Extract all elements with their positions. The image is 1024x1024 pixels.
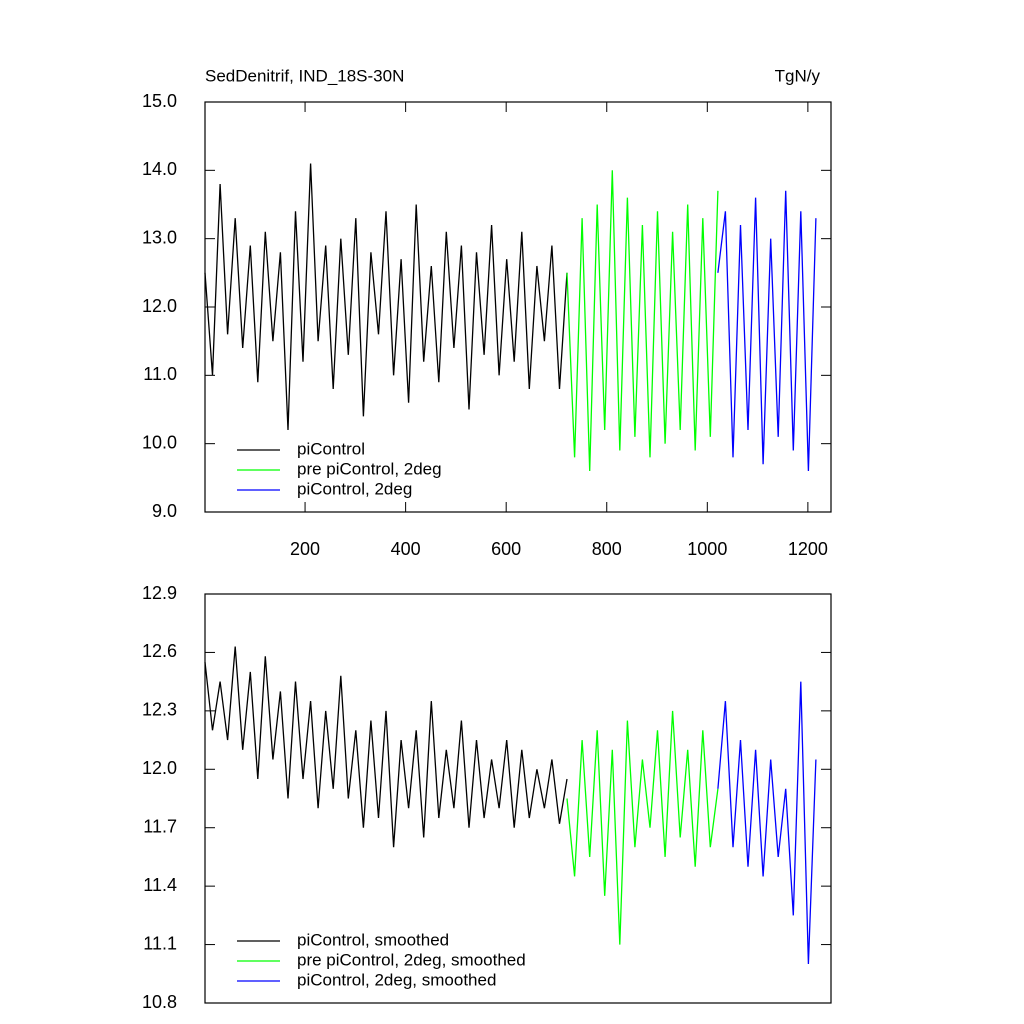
x-tick-label: 1200 bbox=[788, 539, 828, 559]
chart-title: SedDenitrif, IND_18S-30N bbox=[205, 66, 404, 85]
x-tick-label: 1000 bbox=[687, 539, 727, 559]
y-tick-label: 12.9 bbox=[142, 583, 177, 603]
y-tick-label: 15.0 bbox=[142, 91, 177, 111]
y-tick-label: 14.0 bbox=[142, 159, 177, 179]
legend-label: piControl, 2deg bbox=[297, 479, 412, 498]
units-label: TgN/y bbox=[775, 66, 821, 85]
y-tick-label: 12.6 bbox=[142, 641, 177, 661]
y-tick-label: 12.0 bbox=[142, 296, 177, 316]
x-tick-label: 800 bbox=[592, 539, 622, 559]
y-tick-label: 11.0 bbox=[143, 364, 177, 384]
y-tick-label: 12.0 bbox=[142, 758, 177, 778]
series-line bbox=[566, 710, 719, 945]
y-tick-label: 9.0 bbox=[152, 501, 177, 521]
plot-frame bbox=[204, 101, 832, 513]
legend-label: pre piControl, 2deg bbox=[297, 459, 442, 478]
plot-frame bbox=[204, 593, 832, 1004]
y-tick-label: 11.7 bbox=[143, 816, 177, 836]
y-tick-label: 10.8 bbox=[142, 992, 177, 1012]
legend-label: piControl, smoothed bbox=[297, 930, 449, 949]
series-line bbox=[204, 163, 568, 431]
x-tick-label: 600 bbox=[491, 539, 521, 559]
y-tick-label: 11.1 bbox=[143, 933, 177, 953]
y-tick-label: 12.3 bbox=[142, 700, 177, 720]
legend-label: pre piControl, 2deg, smoothed bbox=[297, 950, 526, 969]
series-line bbox=[717, 190, 817, 472]
y-tick-label: 10.0 bbox=[142, 432, 177, 452]
series-line bbox=[717, 681, 817, 965]
y-tick-label: 11.4 bbox=[143, 875, 177, 895]
legend-label: piControl bbox=[297, 439, 365, 458]
x-tick-label: 200 bbox=[290, 539, 320, 559]
series-line bbox=[204, 646, 568, 848]
x-tick-label: 400 bbox=[391, 539, 421, 559]
series-line bbox=[566, 170, 719, 472]
y-tick-label: 13.0 bbox=[142, 227, 177, 247]
legend-label: piControl, 2deg, smoothed bbox=[297, 970, 496, 989]
